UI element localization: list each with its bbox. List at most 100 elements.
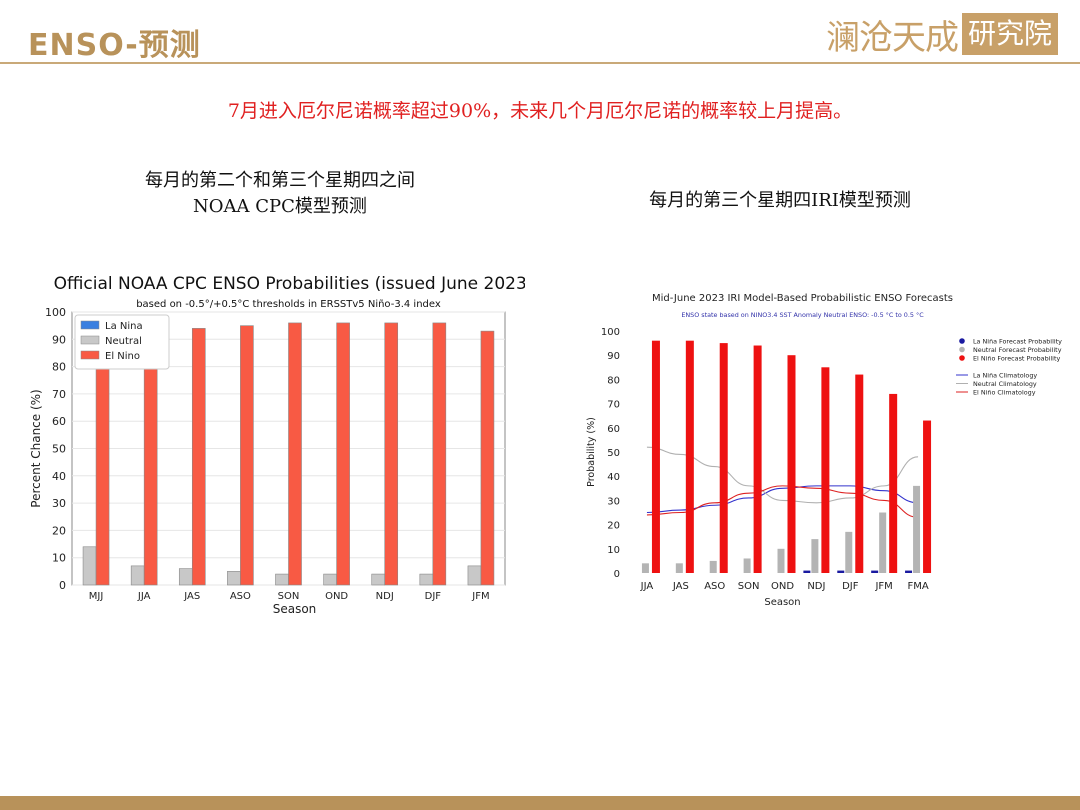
y-tick-label: 90 (52, 333, 66, 346)
y-tick-label: 30 (52, 497, 66, 510)
y-tick-label: 70 (52, 388, 66, 401)
y-tick-label: 20 (52, 524, 66, 537)
bar-series-1 (913, 485, 921, 573)
legend-label: Neutral Climatology (973, 380, 1037, 388)
x-axis-label: Season (764, 597, 800, 608)
y-tick-label: 40 (607, 472, 620, 483)
header-divider (0, 62, 1080, 64)
legend-label: El Nino (105, 351, 140, 362)
bar-series-1 (845, 531, 853, 573)
y-tick-label: 0 (614, 569, 620, 580)
x-tick-label: SON (738, 581, 760, 592)
y-axis-label: Probability (%) (586, 417, 597, 487)
legend-label: Neutral Forecast Probability (973, 346, 1062, 354)
bar-neutral (467, 565, 482, 586)
x-tick-label: NDJ (807, 581, 825, 592)
legend-label: El Niño Climatology (973, 389, 1036, 397)
legend-label: El Niño Forecast Probability (973, 355, 1060, 363)
footer-bar (0, 796, 1080, 810)
y-tick-label: 50 (52, 443, 66, 456)
bar-series-2 (787, 355, 796, 573)
x-tick-label: SON (278, 591, 300, 602)
bar-neutral (371, 573, 386, 586)
y-tick-label: 80 (607, 375, 620, 386)
bar-el-nino (480, 330, 495, 586)
bar-el-nino (384, 322, 399, 586)
y-tick-label: 60 (52, 415, 66, 428)
bar-series-0 (837, 570, 845, 573)
x-tick-label: FMA (907, 581, 928, 592)
y-tick-label: 30 (607, 496, 620, 507)
x-tick-label: JAS (183, 591, 200, 602)
chart-title: Mid-June 2023 IRI Model-Based Probabilis… (652, 293, 953, 304)
bar-neutral (323, 573, 337, 586)
iri-chart: Mid-June 2023 IRI Model-Based Probabilis… (586, 293, 1062, 608)
legend-label: La Nina (105, 321, 143, 332)
legend-swatch (80, 320, 100, 330)
y-tick-label: 40 (52, 470, 66, 483)
bar-el-nino (240, 325, 254, 586)
bar-series-0 (905, 570, 913, 573)
bar-series-2 (855, 374, 864, 573)
bar-el-nino (95, 349, 110, 586)
slide-title: ENSO-预测 (28, 28, 201, 63)
x-tick-label: NDJ (376, 591, 394, 602)
x-tick-label: OND (771, 581, 794, 592)
bar-el-nino (191, 328, 206, 586)
x-tick-label: ASO (704, 581, 725, 592)
bar-series-2 (923, 420, 932, 573)
y-tick-label: 80 (52, 361, 66, 374)
y-tick-label: 10 (607, 545, 620, 556)
x-tick-label: JFM (874, 581, 892, 592)
bar-neutral (275, 573, 289, 586)
x-tick-label: DJF (842, 581, 859, 592)
bar-series-0 (871, 570, 879, 573)
bar-neutral (227, 571, 241, 586)
y-tick-label: 50 (607, 448, 620, 459)
left-caption: 每月的第二个和第三个星期四之间 NOAA CPC模型预测 (100, 168, 460, 220)
y-tick-label: 90 (607, 351, 620, 362)
bar-series-2 (889, 393, 898, 573)
bar-el-nino (288, 322, 302, 586)
chart-subtitle: ENSO state based on NINO3.4 SST Anomaly … (681, 311, 924, 319)
bar-series-1 (743, 558, 751, 573)
left-caption-line2: NOAA CPC模型预测 (193, 196, 367, 217)
bar-series-1 (879, 512, 887, 573)
x-tick-label: MJJ (89, 591, 104, 602)
legend-dot (959, 355, 965, 361)
bar-series-2 (719, 343, 728, 573)
legend-label: Neutral (105, 336, 142, 347)
left-caption-line1: 每月的第二个和第三个星期四之间 (145, 170, 415, 191)
x-tick-label: JAS (672, 581, 689, 592)
legend-dot (959, 338, 965, 344)
bar-series-1 (675, 563, 683, 573)
logo-box: 研究院 (961, 13, 1058, 55)
noaa-cpc-chart: Official NOAA CPC ENSO Probabilities (is… (29, 274, 525, 616)
bar-series-2 (685, 340, 694, 573)
headline: 7月进入厄尔尼诺概率超过90%，未来几个月厄尔尼诺的概率较上月提高。 (227, 100, 853, 122)
right-caption: 每月的第三个星期四IRI模型预测 (649, 190, 911, 211)
bar-el-nino (336, 322, 350, 586)
x-axis-label: Season (273, 602, 317, 616)
bar-el-nino (432, 322, 447, 586)
y-tick-label: 100 (45, 306, 66, 319)
y-tick-label: 0 (59, 579, 66, 592)
legend-swatch (80, 350, 100, 360)
x-tick-label: ASO (230, 591, 251, 602)
x-tick-label: OND (325, 591, 348, 602)
y-tick-label: 10 (52, 552, 66, 565)
chart-title: Official NOAA CPC ENSO Probabilities (is… (54, 274, 525, 294)
bar-series-2 (753, 345, 762, 573)
x-tick-label: DJF (425, 591, 442, 602)
legend-swatch (80, 335, 100, 345)
logo-text: 澜沧天成 (825, 17, 959, 58)
bar-neutral (82, 546, 97, 586)
bar-series-2 (821, 367, 830, 573)
bar-series-1 (811, 539, 819, 573)
legend-label: La Niña Forecast Probability (973, 338, 1062, 346)
bar-series-1 (777, 548, 785, 573)
bar-neutral (419, 573, 434, 586)
bar-series-1 (641, 563, 649, 573)
x-tick-label: JJA (640, 581, 654, 592)
x-tick-label: JJA (137, 591, 151, 602)
